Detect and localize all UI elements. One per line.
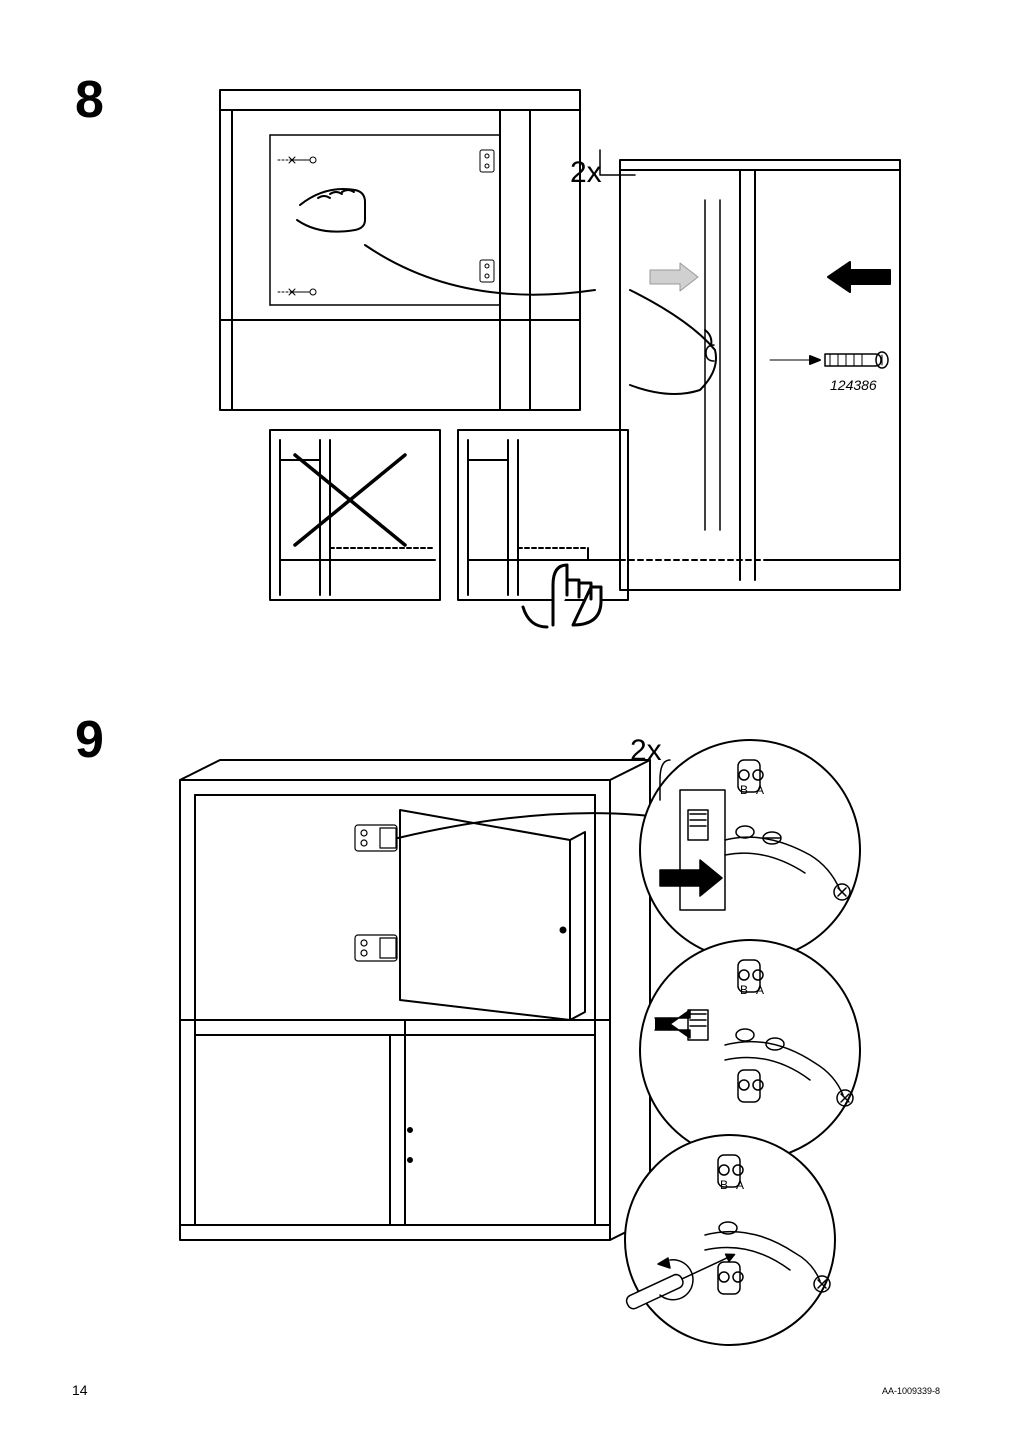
step9-diagram: B A bbox=[140, 720, 960, 1360]
svg-text:B: B bbox=[740, 983, 748, 997]
page-number: 14 bbox=[72, 1382, 88, 1398]
svg-text:A: A bbox=[756, 983, 764, 997]
qty-label-step8: 2x bbox=[570, 156, 602, 189]
hinge-detail-1: B A bbox=[640, 740, 860, 960]
part-number-124386: 124386 bbox=[830, 377, 877, 393]
doc-code: AA-1009339-8 bbox=[882, 1386, 940, 1396]
right-callout bbox=[458, 430, 628, 627]
svg-text:B: B bbox=[720, 1178, 728, 1192]
shelf-with-door bbox=[180, 760, 680, 1240]
step-number-8: 8 bbox=[75, 70, 104, 130]
step8-diagram: 2x 124386 bbox=[200, 70, 960, 690]
svg-text:A: A bbox=[736, 1178, 744, 1192]
svg-text:B: B bbox=[740, 783, 748, 797]
qty-label-step9: 2x bbox=[630, 734, 662, 767]
svg-text:A: A bbox=[756, 783, 764, 797]
hinge-detail-3: B A bbox=[625, 1135, 835, 1345]
detail-insert-right bbox=[600, 150, 900, 590]
instruction-page: 8 9 bbox=[0, 0, 1012, 1432]
hinge-detail-2: B A bbox=[640, 940, 860, 1160]
wrong-callout bbox=[270, 430, 440, 600]
shelf-unit-left bbox=[220, 90, 595, 410]
step-number-9: 9 bbox=[75, 710, 104, 770]
